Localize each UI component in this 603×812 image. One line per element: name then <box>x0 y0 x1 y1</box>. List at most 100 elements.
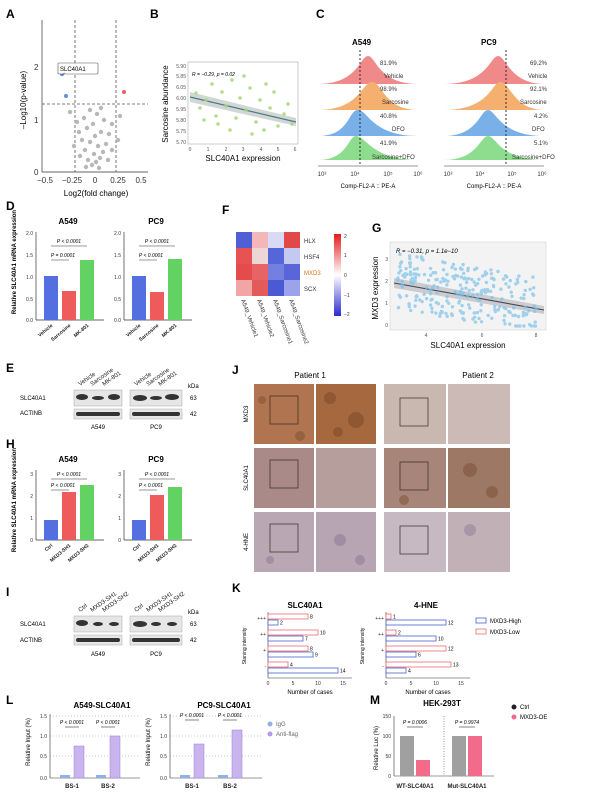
g-point <box>415 294 419 298</box>
g-point <box>514 282 518 286</box>
g-point <box>462 271 466 275</box>
l-ytick: 1.0 <box>40 734 47 740</box>
g-ytick: 0 <box>385 323 388 329</box>
g-point <box>515 277 520 282</box>
g-point <box>533 320 537 324</box>
c-pct: 40.8% <box>380 114 398 120</box>
k-xlabel-1: Number of cases <box>287 690 332 696</box>
b-ytick: 5.95 <box>176 107 186 113</box>
g-point <box>486 313 490 318</box>
k-bar-low <box>267 661 289 668</box>
g-point <box>500 297 504 301</box>
g-point <box>457 301 461 305</box>
k-xlabel-2: Number of cases <box>405 690 450 696</box>
e-line-a549: A549 <box>91 425 106 431</box>
ihc-images <box>254 384 510 572</box>
h-ytick: 1 <box>30 516 33 522</box>
g-point <box>473 320 478 324</box>
g-point <box>475 292 480 296</box>
g-point <box>404 294 409 298</box>
d-group: Sarcosine <box>138 323 160 343</box>
d-ytick: 1.0 <box>114 275 121 281</box>
i-kda-63: 63 <box>190 622 197 628</box>
b-ytick: 5.80 <box>176 118 186 124</box>
m-p1: P = 0.0006 <box>403 720 427 726</box>
g-point <box>462 277 466 281</box>
c-pct: 69.2% <box>530 61 548 67</box>
h-ytick: 0 <box>30 538 33 544</box>
g-point <box>435 277 439 282</box>
l-title-a549: A549-SLC40A1 <box>74 701 131 710</box>
h-p-bottom: P < 0.0001 <box>51 483 75 489</box>
g-stat: R = −0.31, p = 1.1e−10 <box>396 249 458 255</box>
g-point <box>461 262 465 267</box>
g-point <box>492 277 496 282</box>
i-kda: kDa <box>188 610 199 616</box>
g-point <box>412 272 416 276</box>
g-point <box>490 316 494 320</box>
g-point <box>396 305 401 310</box>
g-point <box>398 265 402 269</box>
g-point <box>518 324 522 328</box>
g-points <box>396 252 538 328</box>
d-ytick: 0.5 <box>114 297 121 303</box>
c-pct: 41.9% <box>380 141 398 147</box>
panel-j: J Patient 1 Patient 2 MXD3 SLC40A1 4-HNE <box>232 363 510 572</box>
g-point <box>522 296 526 301</box>
g-point <box>396 276 400 280</box>
g-point <box>444 311 448 316</box>
f-gene: HLX <box>304 239 316 245</box>
h-ylabel: Relative SLC40A1 mRNA expression <box>12 448 18 552</box>
m-title: HEK-293T <box>423 699 461 708</box>
g-point <box>409 278 413 282</box>
g-point <box>407 302 411 306</box>
d-group: MK-801 <box>161 323 179 339</box>
k-xtick: 5 <box>292 681 295 687</box>
g-point <box>430 306 434 310</box>
f-heatmap <box>236 232 300 296</box>
c-cond: Sarcosine <box>520 100 547 106</box>
g-point <box>471 294 475 298</box>
k-xtick: 15 <box>340 681 346 687</box>
c-cond: Sarcosine+DFO <box>512 155 555 161</box>
l-group: BS-2 <box>223 784 237 790</box>
k-value: 14 <box>340 669 346 675</box>
g-point <box>476 281 480 286</box>
g-point <box>460 287 464 291</box>
k-xtick: 10 <box>315 681 321 687</box>
c-xtick: 10⁵ <box>507 171 517 178</box>
g-point <box>489 272 494 276</box>
m-ylabel: Relative Luc (%) <box>374 726 380 770</box>
l-legend-igg: IgG <box>276 722 286 728</box>
g-point <box>522 293 526 297</box>
h-p-top: P < 0.0001 <box>57 472 81 478</box>
k-value: 12 <box>448 647 454 653</box>
i-kda-42: 42 <box>190 638 197 644</box>
k-value: 1 <box>393 615 396 621</box>
m-ytick: 150 <box>383 714 392 720</box>
g-point <box>398 295 403 299</box>
g-point <box>479 292 484 296</box>
g-point <box>507 285 511 289</box>
a-xtick: −0.25 <box>62 176 83 185</box>
e-kda: kDa <box>188 384 199 390</box>
l-p: P < 0.0001 <box>96 720 120 726</box>
d-ytick: 1.0 <box>26 275 33 281</box>
g-point <box>445 283 449 287</box>
g-point <box>407 261 412 265</box>
g-point <box>445 295 449 299</box>
panel-a: A SLC40A1 0 1 2 −0.5 <box>6 7 148 198</box>
k-value: 7 <box>305 637 308 643</box>
k-bar-high <box>385 635 437 642</box>
g-point <box>424 296 429 301</box>
d-p-top: P < 0.0001 <box>57 239 81 245</box>
g-ylabel: MXD3 expression <box>371 256 380 319</box>
k-value: 9 <box>315 653 318 659</box>
g-xtick: 8 <box>535 333 538 339</box>
g-point <box>409 308 413 313</box>
g-point <box>488 289 493 293</box>
panel-label-j: J <box>232 363 239 377</box>
c-xlabel-pc9: Comp-FL2-A :: PE-A <box>467 184 522 190</box>
g-point <box>408 265 412 269</box>
d-ytick: 2.0 <box>114 231 121 237</box>
